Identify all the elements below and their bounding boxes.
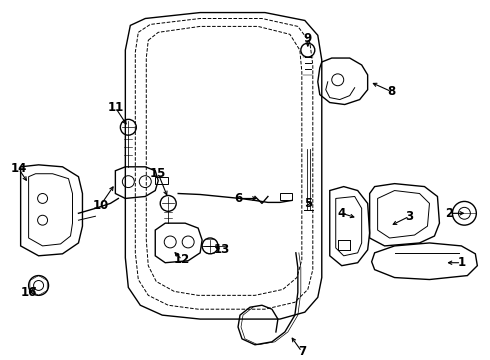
Text: 4: 4: [338, 207, 346, 220]
Text: 15: 15: [150, 167, 167, 180]
Text: 7: 7: [298, 345, 306, 358]
Text: 3: 3: [405, 210, 414, 223]
Text: 6: 6: [234, 192, 242, 205]
Text: 5: 5: [304, 197, 312, 210]
Text: 9: 9: [304, 32, 312, 45]
Circle shape: [121, 120, 136, 135]
Text: 11: 11: [107, 101, 123, 114]
Text: 16: 16: [21, 286, 37, 299]
Text: 2: 2: [445, 207, 453, 220]
Text: 14: 14: [10, 162, 27, 175]
Text: 8: 8: [388, 85, 396, 98]
Bar: [280, 193, 292, 201]
Circle shape: [301, 43, 315, 57]
Text: 10: 10: [92, 199, 109, 212]
Text: 12: 12: [174, 253, 190, 266]
Text: 13: 13: [214, 243, 230, 256]
Circle shape: [202, 238, 218, 254]
Circle shape: [160, 195, 176, 211]
Text: 1: 1: [457, 256, 465, 269]
